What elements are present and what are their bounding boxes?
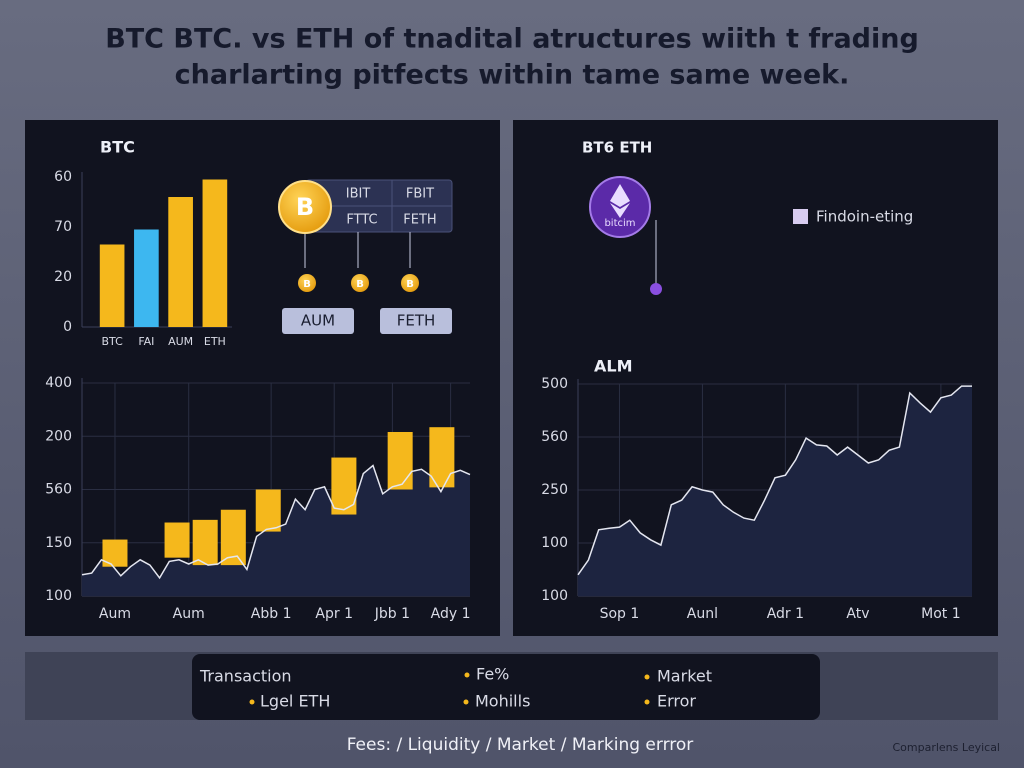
range-box bbox=[429, 427, 455, 488]
x-tick-label: Sop 1 bbox=[600, 606, 640, 622]
y-tick-label: 60 bbox=[54, 169, 72, 185]
table-cell: IBIT bbox=[346, 187, 371, 202]
bar bbox=[202, 179, 228, 327]
legend-dot bbox=[249, 699, 255, 705]
chart-title: ALM bbox=[594, 357, 633, 376]
y-tick-label: 250 bbox=[541, 482, 568, 498]
range-box bbox=[387, 431, 413, 490]
legend-item: Mohills bbox=[475, 692, 530, 711]
x-tick-label: BTC bbox=[101, 335, 123, 348]
legend-dot bbox=[644, 674, 650, 680]
x-tick-label: FAI bbox=[138, 335, 154, 348]
bar bbox=[134, 229, 159, 327]
footer-caption: Fees: / Liquidity / Market / Marking err… bbox=[347, 735, 694, 755]
x-tick-label: Atv bbox=[846, 606, 869, 622]
panel-title: BT6 ETH bbox=[582, 139, 652, 157]
y-tick-label: 100 bbox=[541, 588, 568, 604]
x-tick-label: Aunl bbox=[687, 606, 718, 622]
legend-dot bbox=[464, 672, 470, 678]
x-tick-label: Adr 1 bbox=[767, 606, 804, 622]
legend-item: Fe% bbox=[476, 665, 509, 684]
x-tick-label: Aum bbox=[173, 606, 205, 622]
title-line: charlarting pitfects within tame same we… bbox=[175, 60, 850, 91]
legend-label: Findoin-eting bbox=[816, 208, 913, 226]
y-tick-label: 0 bbox=[63, 319, 72, 335]
x-tick-label: Aum bbox=[99, 606, 131, 622]
x-tick-label: ETH bbox=[204, 335, 226, 348]
small-coin bbox=[351, 274, 369, 292]
legend-swatch bbox=[793, 209, 808, 224]
y-tick-label: 100 bbox=[45, 588, 72, 604]
button[interactable] bbox=[282, 308, 354, 334]
title-line: BTC BTC. vs ETH of tnadital atructures w… bbox=[105, 24, 919, 55]
coin-symbol: B bbox=[406, 279, 414, 290]
range-box bbox=[220, 509, 246, 566]
range-box bbox=[255, 489, 281, 532]
legend-item: Transaction bbox=[199, 667, 292, 686]
small-coin bbox=[298, 274, 316, 292]
coin-label: bitcim bbox=[604, 218, 635, 229]
footer-credit: Comparlens Leyical bbox=[892, 741, 1000, 754]
x-tick-label: AUM bbox=[168, 335, 193, 348]
y-tick-label: 200 bbox=[45, 428, 72, 444]
y-tick-label: 400 bbox=[45, 375, 72, 391]
chart-title: BTC bbox=[100, 138, 135, 157]
bar bbox=[168, 197, 193, 327]
area-fill bbox=[578, 386, 972, 596]
y-tick-label: 560 bbox=[541, 429, 568, 445]
y-tick-label: 150 bbox=[45, 535, 72, 551]
connector-dot bbox=[650, 283, 662, 295]
legend-item: Lgel ETH bbox=[260, 692, 330, 711]
legend-item: Market bbox=[657, 667, 712, 686]
legend-dot bbox=[644, 699, 650, 705]
coin-symbol: B bbox=[356, 279, 364, 290]
button-label[interactable]: AUM bbox=[301, 312, 335, 330]
y-tick-label: 20 bbox=[54, 269, 72, 285]
x-tick-label: Apr 1 bbox=[315, 606, 353, 622]
table-cell: FETH bbox=[403, 213, 436, 228]
charts: BTC 0 20 70 60 BTC FAI AUM ETH 100 150 560 200 400 Aum… bbox=[45, 138, 972, 622]
table-cell: FBIT bbox=[406, 187, 434, 202]
y-tick-label: 560 bbox=[45, 482, 72, 498]
legend-box bbox=[192, 654, 820, 720]
x-tick-label: Abb 1 bbox=[251, 606, 292, 622]
eth-diagram: BT6 ETH bitcim Findoin-eting bbox=[582, 139, 913, 295]
x-tick-label: Jbb 1 bbox=[374, 606, 410, 622]
btc-diagram: IBIT FBIT FTTC FETH B B B B AUM FETH bbox=[278, 179, 453, 334]
small-coin bbox=[401, 274, 419, 292]
bar bbox=[99, 244, 125, 327]
coin-symbol: B bbox=[303, 279, 311, 290]
legend-item: Error bbox=[657, 692, 696, 711]
y-tick-label: 100 bbox=[541, 535, 568, 551]
x-tick-label: Mot 1 bbox=[921, 606, 961, 622]
range-box bbox=[192, 519, 218, 566]
line bbox=[577, 385, 972, 576]
line bbox=[81, 464, 471, 580]
y-tick-label: 500 bbox=[541, 376, 568, 392]
legend-dot bbox=[463, 699, 469, 705]
range-box bbox=[331, 457, 357, 515]
x-tick-label: Ady 1 bbox=[431, 606, 471, 622]
coin-symbol: B bbox=[296, 193, 314, 221]
y-tick-label: 70 bbox=[54, 219, 72, 235]
table-cell: FTTC bbox=[346, 213, 377, 228]
button-label[interactable]: FETH bbox=[397, 312, 436, 330]
ethereum-logo bbox=[610, 184, 630, 218]
button[interactable] bbox=[380, 308, 452, 334]
bitcoin-coin bbox=[278, 180, 332, 234]
range-box bbox=[164, 522, 190, 558]
